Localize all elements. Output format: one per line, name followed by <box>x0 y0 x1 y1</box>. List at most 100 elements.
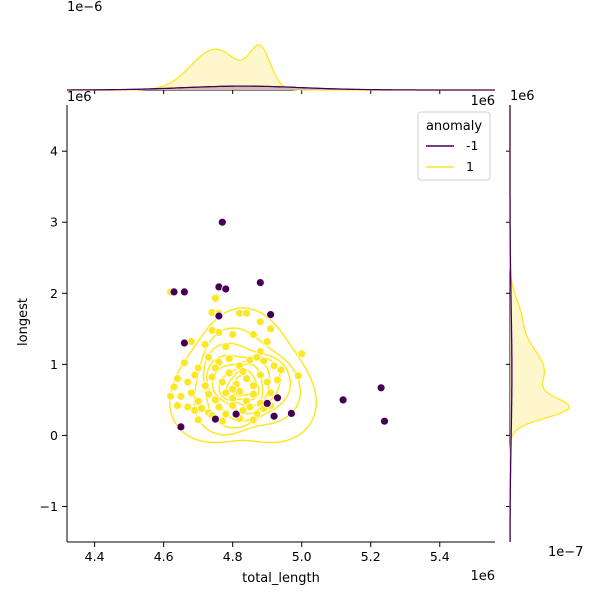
y-tick-label: −1 <box>40 499 58 514</box>
point-normal <box>255 317 265 327</box>
point-normal <box>248 415 258 425</box>
scatter-points <box>166 217 389 432</box>
y-tick-label: 1 <box>50 357 58 372</box>
point-normal <box>255 370 265 380</box>
point-normal <box>228 401 238 411</box>
point-anomaly <box>210 414 220 424</box>
point-normal <box>259 356 269 366</box>
x-tick-label: 5.2 <box>361 549 381 564</box>
point-normal <box>224 354 234 364</box>
point-normal <box>197 403 207 413</box>
point-normal <box>183 377 193 387</box>
point-anomaly <box>179 338 189 348</box>
point-normal <box>262 377 272 387</box>
point-normal <box>173 374 182 384</box>
point-anomaly <box>269 411 279 421</box>
right-marginal-y-offset-label: 1e6 <box>510 89 535 104</box>
point-anomaly <box>286 408 296 418</box>
x-tick-label: 4.4 <box>85 549 105 564</box>
point-normal <box>248 381 258 391</box>
main-axes: 4.4 4.6 4.8 5.0 5.2 5.4 −1 0 1 2 3 4 <box>40 105 495 564</box>
point-anomaly <box>231 409 241 419</box>
legend-label-neg: -1 <box>466 138 478 153</box>
point-normal <box>210 395 220 405</box>
point-anomaly <box>273 393 282 403</box>
point-normal <box>166 391 175 401</box>
point-normal <box>297 349 307 359</box>
point-normal <box>273 375 282 385</box>
y-offset-label: 1e6 <box>67 90 92 105</box>
point-anomaly <box>376 383 386 393</box>
point-normal <box>200 340 210 349</box>
point-anomaly <box>179 287 189 297</box>
point-anomaly <box>255 278 265 288</box>
legend: anomaly -1 1 <box>417 111 491 181</box>
point-normal <box>204 352 213 362</box>
point-normal <box>221 409 231 419</box>
point-anomaly <box>338 395 348 405</box>
point-normal <box>224 368 234 378</box>
point-anomaly <box>169 287 179 297</box>
point-normal <box>179 358 189 368</box>
legend-label-pos: 1 <box>466 159 474 174</box>
point-anomaly <box>217 217 227 227</box>
x-tick-label: 4.6 <box>154 549 174 564</box>
point-anomaly <box>221 284 231 294</box>
right-marginal-kde <box>506 105 570 542</box>
point-normal <box>214 327 224 337</box>
y-tick-label: 4 <box>50 144 58 159</box>
point-normal <box>207 372 217 382</box>
point-normal <box>228 330 238 339</box>
point-normal <box>186 388 196 398</box>
point-normal <box>238 367 248 376</box>
point-normal <box>242 308 251 318</box>
point-normal <box>221 388 231 398</box>
point-normal <box>200 381 210 391</box>
right-marginal-offset-label: 1e−7 <box>548 545 583 560</box>
point-normal <box>266 388 276 398</box>
point-anomaly <box>266 310 276 320</box>
x-axis-label: total_length <box>242 571 320 586</box>
point-normal <box>269 361 279 371</box>
point-normal <box>262 337 272 347</box>
top-marginal-offset-label: 1e−6 <box>67 0 102 15</box>
point-normal <box>252 352 262 362</box>
point-normal <box>176 391 186 401</box>
top-marginal-x-offset-label: 1e6 <box>470 94 495 109</box>
point-normal <box>228 384 238 394</box>
point-normal <box>183 402 193 412</box>
point-normal <box>217 377 227 387</box>
point-normal <box>210 293 220 303</box>
right-kde-fill-1 <box>510 105 570 542</box>
point-anomaly <box>176 422 186 432</box>
y-tick-label: 0 <box>50 428 58 443</box>
legend-title: anomaly <box>426 119 482 134</box>
y-axis-label: longest <box>16 298 31 346</box>
point-normal <box>193 363 203 373</box>
point-normal <box>242 374 251 384</box>
point-normal <box>221 342 231 352</box>
point-normal <box>276 365 286 375</box>
x-tick-label: 4.8 <box>223 549 243 564</box>
point-normal <box>214 402 224 412</box>
x-offset-label: 1e6 <box>470 569 495 584</box>
point-normal <box>193 396 203 406</box>
point-normal <box>204 389 213 399</box>
point-normal <box>193 415 203 425</box>
top-kde-line--1 <box>67 85 495 91</box>
point-normal <box>210 363 220 373</box>
main-scatter-plot: 4.4 4.6 4.8 5.0 5.2 5.4 −1 0 1 2 3 4 <box>40 105 495 564</box>
top-marginal-kde <box>67 44 495 94</box>
point-anomaly <box>380 416 389 426</box>
point-anomaly <box>262 398 272 408</box>
right-kde-line--1 <box>509 105 513 542</box>
point-anomaly <box>214 311 224 321</box>
top-kde-fill--1 <box>67 86 495 90</box>
point-normal <box>248 330 258 339</box>
point-normal <box>293 371 303 381</box>
x-tick-label: 5.4 <box>430 549 450 564</box>
point-normal <box>245 402 255 412</box>
point-normal <box>173 401 182 411</box>
